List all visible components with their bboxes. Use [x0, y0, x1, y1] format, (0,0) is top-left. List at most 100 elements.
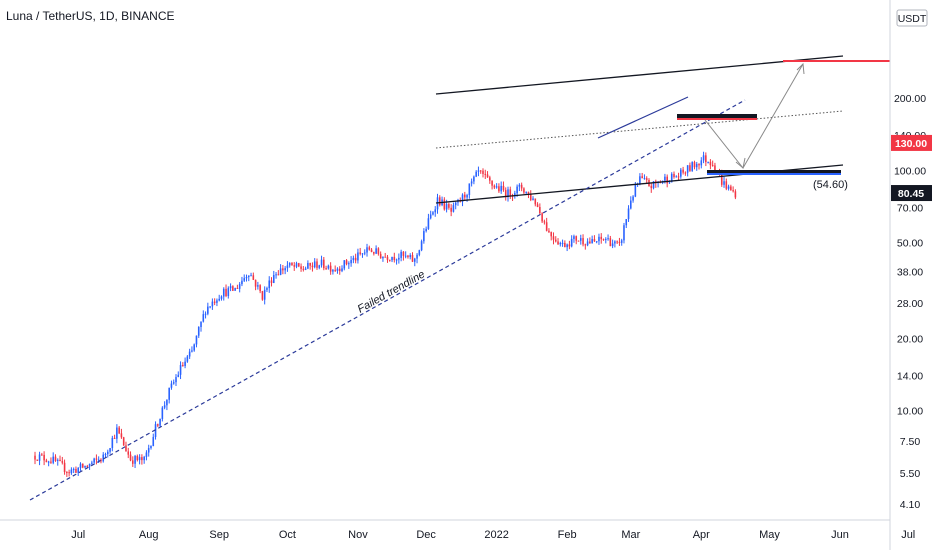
candle-body [86, 465, 89, 467]
channel-top-line [435, 55, 844, 95]
candle [470, 178, 473, 187]
candle-body [502, 185, 505, 191]
candle-body [418, 250, 421, 255]
candle [241, 276, 243, 287]
candle [623, 222, 625, 244]
candle [632, 195, 634, 203]
candle-body [552, 236, 555, 240]
candle [313, 258, 316, 269]
candle [191, 346, 193, 353]
candle [134, 454, 136, 469]
candle-body [34, 455, 36, 460]
candle-body [611, 243, 614, 247]
candle-body [95, 458, 98, 460]
candle [407, 254, 409, 259]
candle [195, 335, 198, 348]
candle-body [297, 263, 300, 267]
candle [591, 235, 593, 244]
candle-body [154, 424, 157, 437]
candle [236, 284, 239, 289]
candle [350, 256, 352, 267]
candle [554, 236, 557, 243]
candle-body [202, 314, 205, 322]
support-zone [707, 170, 841, 175]
candle [66, 471, 68, 477]
candle-body [727, 186, 730, 189]
candle [38, 451, 41, 466]
candle [475, 170, 477, 178]
candle-body [348, 263, 350, 265]
candle [297, 262, 300, 268]
candle [434, 206, 437, 217]
candle-body [313, 261, 316, 268]
candle [334, 265, 336, 273]
candle [400, 249, 402, 262]
y-tick-label: 14.00 [897, 371, 923, 383]
candle-body [614, 241, 616, 244]
candle-body [334, 269, 336, 271]
candle [616, 240, 618, 245]
candle-body [675, 176, 678, 178]
candle-body [302, 268, 305, 270]
candle-body [113, 437, 116, 439]
candle [277, 270, 280, 276]
candle [448, 202, 450, 210]
candle [302, 266, 305, 272]
candle-body [375, 248, 377, 254]
candle [511, 193, 514, 202]
candle [550, 231, 553, 241]
candle [286, 261, 289, 272]
candle [573, 234, 575, 243]
candle [375, 245, 377, 255]
candle [484, 169, 487, 180]
candle [566, 243, 568, 252]
x-tick-label: Aug [139, 529, 159, 541]
candle [684, 171, 687, 176]
candle-body [702, 155, 705, 161]
candle [204, 311, 207, 319]
candle-body [120, 433, 123, 438]
candle [157, 423, 159, 428]
candle [125, 441, 127, 452]
candle [425, 226, 427, 233]
candle [548, 228, 550, 234]
candle [532, 196, 534, 201]
candle [525, 191, 527, 195]
candle-body [207, 306, 209, 314]
candle-body [366, 247, 368, 253]
candle [691, 161, 693, 172]
candle [272, 270, 275, 284]
candle [384, 252, 387, 258]
candle [250, 272, 252, 277]
candle-body [131, 460, 134, 464]
candle-body [84, 465, 86, 468]
candle-body [52, 456, 55, 463]
candle-body [291, 262, 293, 266]
candle-body [359, 252, 361, 254]
candle [106, 449, 109, 458]
candle-body [630, 200, 632, 209]
candle-body [247, 275, 250, 278]
candle-body [489, 177, 491, 181]
candle [473, 175, 475, 185]
candle-body [559, 243, 562, 245]
candle-body [243, 278, 246, 281]
candle-body [416, 254, 418, 259]
candle-body [432, 212, 434, 215]
candle [459, 197, 462, 203]
candle-body [407, 255, 409, 258]
candle [577, 240, 580, 242]
candle-body [234, 287, 236, 291]
candle-body [473, 176, 475, 182]
candle-body [420, 241, 423, 251]
candle-body [245, 277, 248, 279]
candle [227, 286, 230, 299]
candle [593, 235, 596, 242]
candle-body [486, 174, 489, 178]
candle-body [695, 163, 698, 168]
candle-body [427, 218, 430, 229]
candle-body [600, 236, 603, 240]
candle [288, 262, 291, 268]
candle [220, 295, 223, 301]
